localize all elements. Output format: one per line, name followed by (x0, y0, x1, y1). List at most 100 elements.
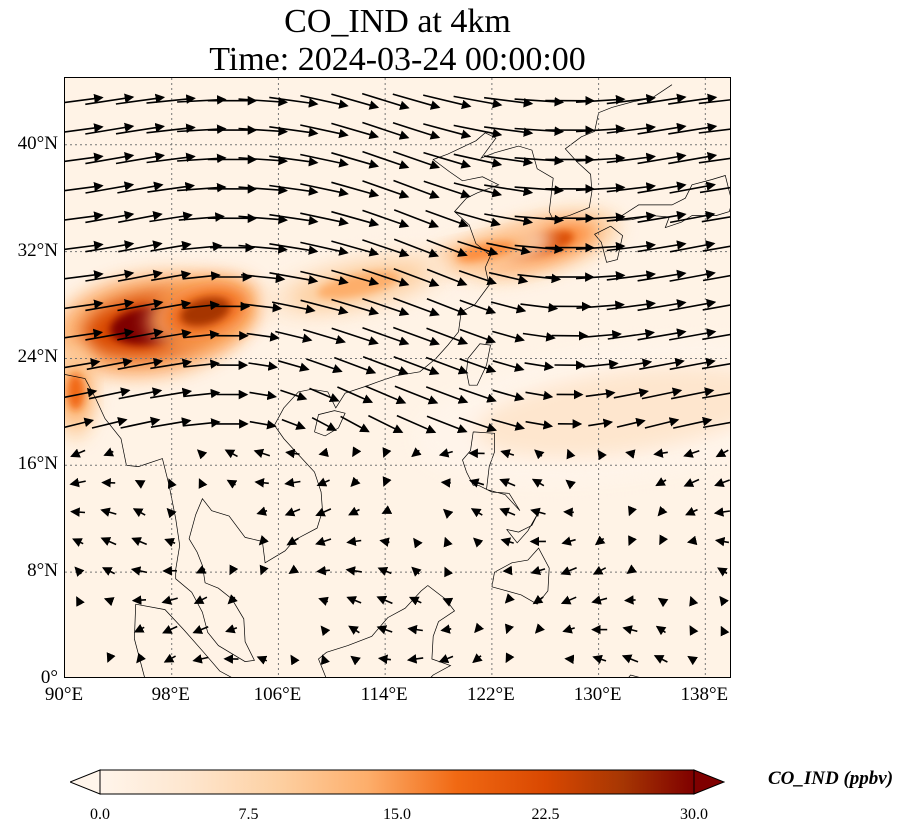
colorbar-tick-label: 0.0 (90, 806, 110, 823)
wind-vector (610, 358, 653, 370)
wind-vector (655, 625, 667, 636)
wind-vector (575, 94, 626, 105)
wind-vector (520, 302, 559, 313)
wind-vector (117, 299, 164, 312)
wind-vector (362, 121, 410, 140)
wind-vector (686, 535, 698, 546)
wind-vector (74, 566, 85, 577)
map-panel (64, 77, 731, 678)
wind-vector (443, 508, 454, 519)
wind-vector (500, 537, 514, 547)
wind-vector (562, 624, 575, 634)
wind-vector (249, 420, 277, 430)
wind-vector (484, 184, 534, 197)
wind-vector (65, 328, 104, 339)
wind-vector (699, 186, 730, 194)
wind-vector (669, 298, 717, 312)
wind-vector (484, 213, 534, 226)
wind-vector (453, 153, 503, 168)
wind-vector (625, 449, 636, 459)
wind-vector (227, 594, 238, 605)
wind-vector (438, 448, 453, 458)
wind-vector (182, 418, 221, 428)
wind-vector (181, 241, 223, 252)
wind-vector (376, 595, 393, 605)
wind-vector (346, 536, 362, 547)
wind-vector (318, 447, 329, 458)
wind-vector (248, 361, 278, 371)
wind-vector (259, 564, 269, 576)
wind-vector (426, 268, 468, 287)
wind-vector (492, 330, 525, 343)
wind-vector (407, 624, 423, 635)
wind-vector (534, 449, 545, 460)
wind-vector (588, 418, 614, 429)
wind-vector (637, 181, 687, 194)
wind-vector (85, 122, 135, 135)
wind-vector (514, 214, 565, 225)
wind-vector (685, 506, 698, 516)
wind-vector (277, 360, 310, 372)
wind-vector (673, 416, 713, 429)
wind-vector (309, 387, 340, 402)
wind-vector (70, 507, 86, 517)
wind-vector (453, 95, 503, 109)
wind-vector (238, 126, 288, 136)
wind-vector (473, 537, 484, 548)
wind-vector (183, 300, 220, 311)
map-subtitle-time: Time: 2024-03-24 00:00:00 (209, 41, 586, 78)
wind-vector (492, 389, 525, 402)
wind-vector (585, 388, 616, 399)
wind-vector (566, 448, 576, 460)
longitude-tick-label: 106°E (253, 684, 302, 705)
wind-vector (362, 268, 410, 287)
wind-vector (350, 655, 361, 666)
coastline (314, 410, 346, 437)
wind-vector (392, 150, 441, 170)
wind-vector (331, 181, 380, 198)
wind-vector (131, 537, 148, 547)
wind-vector (300, 212, 349, 227)
wind-vector (454, 211, 501, 227)
wind-vector (413, 537, 423, 549)
wind-vector (561, 536, 576, 546)
wind-vector (565, 479, 576, 490)
wind-vector (382, 476, 392, 487)
wind-vector (115, 93, 166, 105)
wind-vector (505, 652, 515, 664)
wind-vector (134, 480, 146, 489)
wind-vector (394, 385, 439, 405)
wind-vector (622, 625, 638, 635)
wind-vector (269, 243, 319, 255)
wind-vector (136, 652, 146, 664)
wind-vector (474, 622, 485, 634)
wind-vector (491, 418, 526, 431)
wind-vector (606, 123, 656, 134)
wind-vector (118, 240, 163, 253)
wind-vector (411, 566, 422, 577)
longitude-tick-label: 130°E (573, 684, 622, 705)
wind-vector (166, 507, 177, 519)
wind-vector (286, 536, 299, 546)
wind-vector (183, 329, 220, 340)
wind-vector (563, 507, 574, 518)
wind-vector (468, 478, 485, 488)
wind-vector (331, 298, 380, 316)
wind-vector (120, 416, 161, 429)
wind-vector (492, 360, 525, 372)
coastline (462, 431, 521, 511)
wind-vector (177, 182, 227, 193)
wind-vector (320, 654, 330, 666)
wind-vector (714, 536, 730, 547)
wind-vector (163, 653, 176, 663)
wind-vector (458, 387, 497, 403)
wind-vector (225, 624, 238, 634)
wind-vector (376, 625, 393, 635)
wind-vector (183, 388, 221, 399)
colorbar-max-extend (693, 769, 725, 795)
wind-vector (644, 417, 680, 429)
wind-vector (193, 595, 208, 604)
wind-vector (669, 240, 716, 253)
wind-vector (576, 300, 625, 310)
wind-vector (393, 179, 440, 199)
